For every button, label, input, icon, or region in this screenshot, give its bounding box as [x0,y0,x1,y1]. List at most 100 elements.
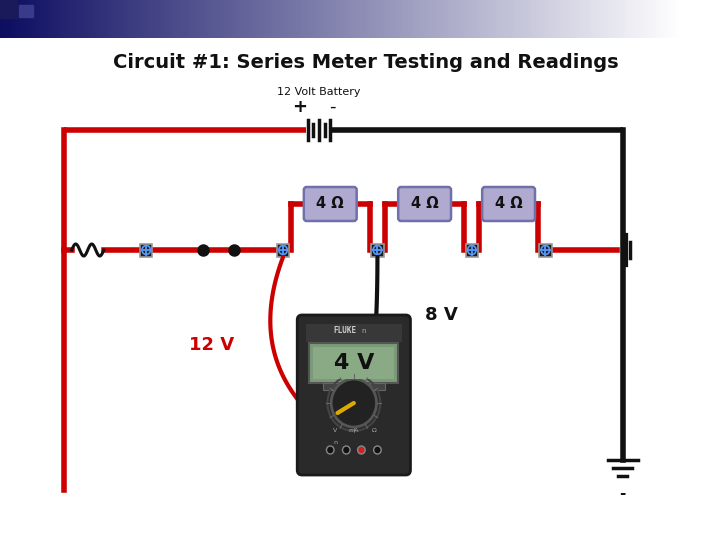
Text: 4 V: 4 V [333,353,374,373]
Bar [251,0,256,38]
Bar [482,0,487,38]
Bar [384,0,388,38]
FancyBboxPatch shape [539,244,552,256]
Bar [506,0,510,38]
Bar [34,0,38,38]
Bar [150,0,154,38]
Bar [224,0,228,38]
Bar [91,0,96,38]
Bar [523,0,528,38]
Bar [30,0,35,38]
Bar [451,0,456,38]
Bar [642,0,647,38]
Bar [228,0,232,38]
Bar [241,0,246,38]
Bar [577,0,582,38]
Bar [54,0,59,38]
Bar [441,0,446,38]
Bar [445,0,449,38]
Bar [336,0,341,38]
Bar [421,0,426,38]
Bar [574,0,578,38]
Bar [6,0,11,38]
Bar [547,0,552,38]
Bar [500,0,504,38]
Bar [289,0,293,38]
Bar [231,0,235,38]
Text: V: V [333,429,337,434]
Bar [282,0,287,38]
Bar [536,0,541,38]
Text: 12 Volt Battery: 12 Volt Battery [277,87,361,97]
Bar [265,0,269,38]
FancyBboxPatch shape [482,187,535,221]
Bar [44,0,48,38]
Bar [618,0,623,38]
Bar [595,0,599,38]
Bar [489,0,493,38]
Bar [544,0,548,38]
Bar [0,0,17,18]
Bar [676,0,680,38]
Bar [459,0,463,38]
Bar [438,0,443,38]
Bar [397,0,402,38]
Bar [370,383,385,390]
Bar [20,0,24,38]
Bar [319,0,324,38]
Text: Circuit #1: Series Meter Testing and Readings: Circuit #1: Series Meter Testing and Rea… [113,52,619,71]
Bar [238,0,242,38]
Bar [184,0,188,38]
Bar [122,0,127,38]
Bar [200,0,204,38]
Bar [75,0,79,38]
Bar [186,0,192,38]
Bar [513,0,517,38]
Circle shape [343,446,350,454]
Bar [299,0,303,38]
Bar [652,0,657,38]
Bar [119,0,123,38]
Bar [455,0,459,38]
Bar [271,0,276,38]
Bar [669,0,673,38]
Bar [81,0,86,38]
Bar [214,0,218,38]
Bar [550,0,554,38]
Bar [0,0,4,38]
Bar [672,0,677,38]
Bar [534,0,538,38]
Bar [557,0,562,38]
Bar [608,0,613,38]
Bar [472,0,477,38]
FancyBboxPatch shape [310,343,398,383]
Bar [346,0,351,38]
Bar [346,383,361,390]
Bar [275,0,279,38]
Bar [408,0,412,38]
Bar [391,0,395,38]
Bar [364,0,368,38]
Bar [139,0,143,38]
Bar [156,0,161,38]
Text: Ω: Ω [372,429,377,434]
Bar [449,0,453,38]
Bar [207,0,212,38]
Text: n: n [333,441,337,446]
Bar [425,0,429,38]
Bar [496,0,500,38]
Bar [129,0,133,38]
Bar [588,0,592,38]
Bar [431,0,436,38]
Bar [584,0,589,38]
Text: 12 V: 12 V [189,336,234,354]
Bar [4,0,8,38]
Bar [306,0,310,38]
Bar [170,0,174,38]
Bar [235,0,239,38]
Bar [211,0,215,38]
Text: 4 Ω: 4 Ω [495,197,523,212]
Bar [14,0,18,38]
Bar [269,0,273,38]
FancyBboxPatch shape [398,187,451,221]
